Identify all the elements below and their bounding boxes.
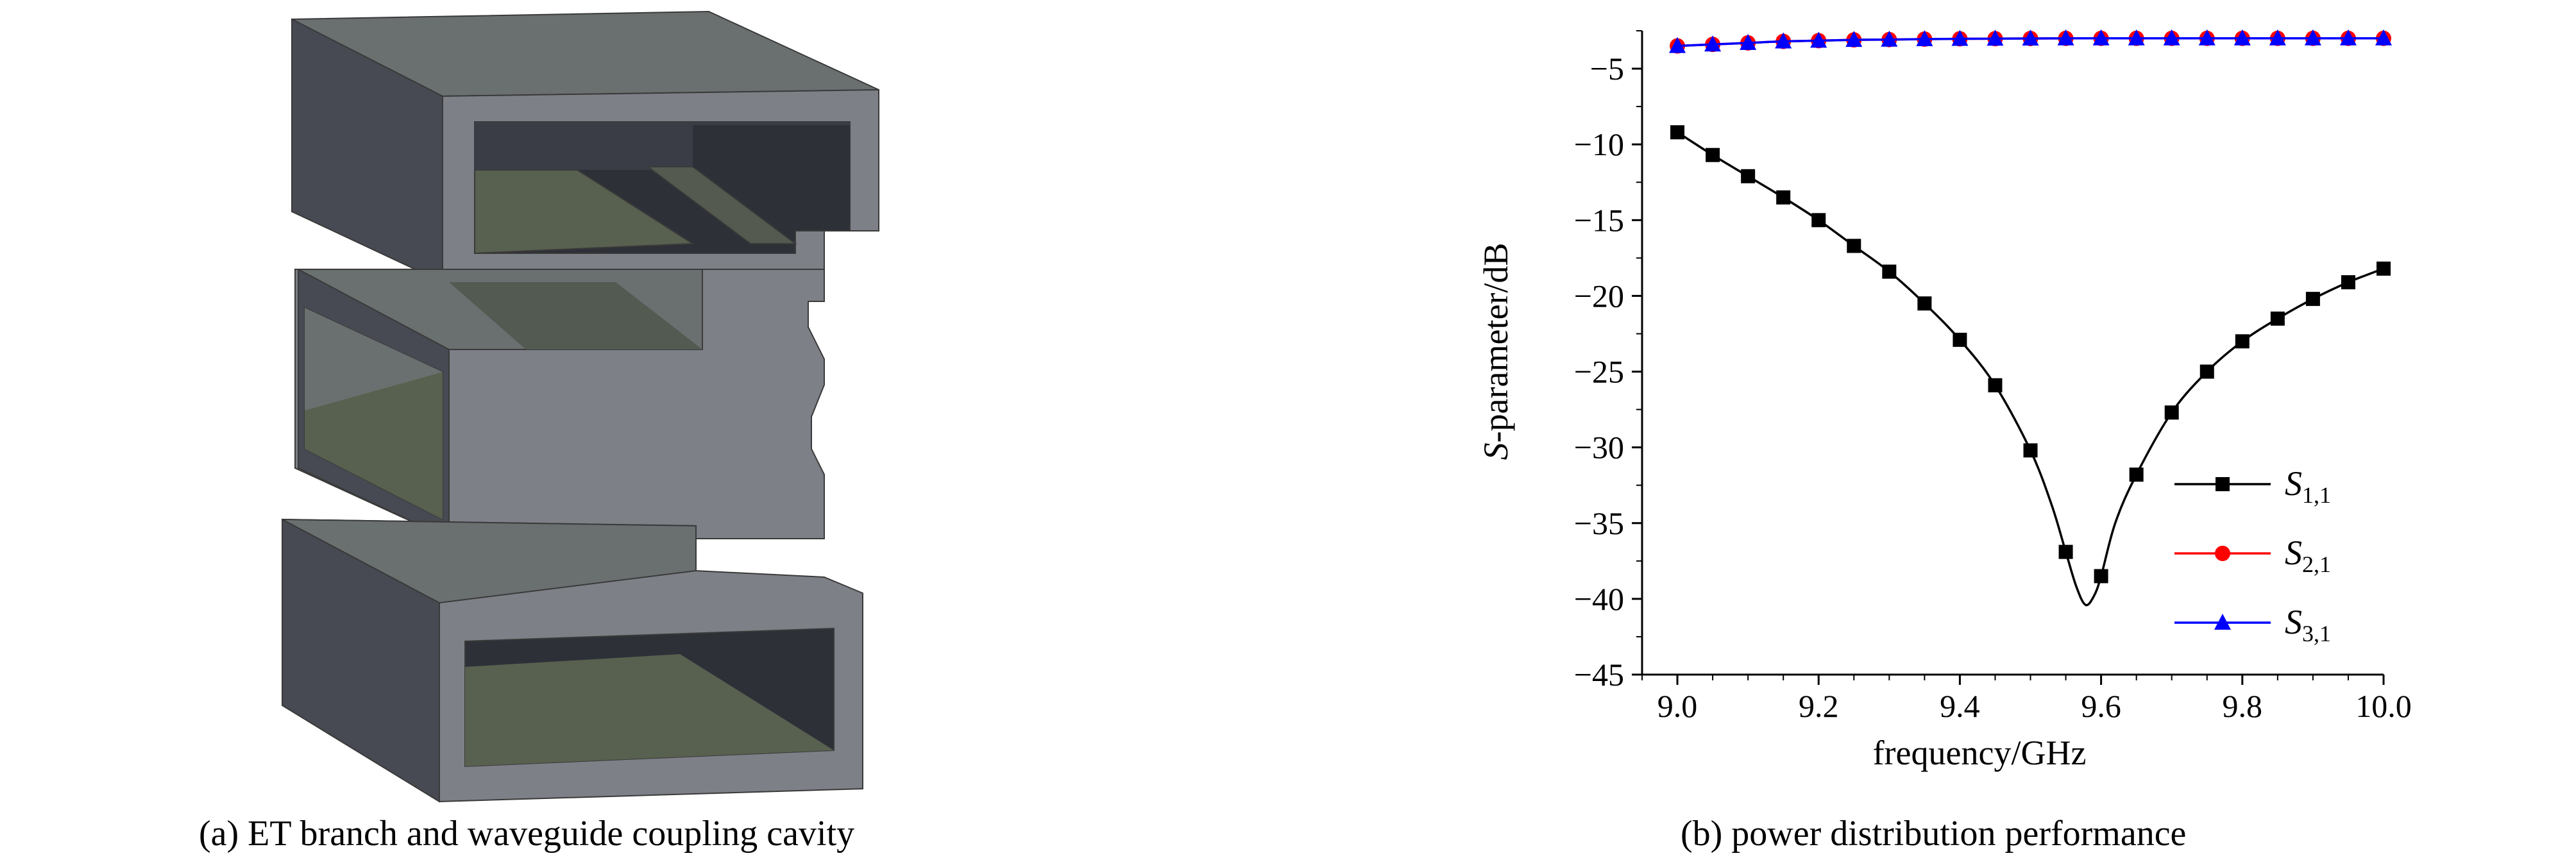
y-axis-label-italic: S	[1477, 442, 1515, 460]
data-point	[2339, 29, 2357, 46]
data-point	[1882, 264, 1897, 279]
y-axis-label: S-parameter/dB	[1477, 243, 1515, 460]
data-point	[1811, 213, 1826, 228]
data-point	[1741, 169, 1756, 183]
panel-b-caption: (b) power distribution performance	[1681, 814, 2187, 854]
data-point	[1776, 190, 1791, 205]
data-point	[2269, 29, 2286, 46]
y-tick-label: −5	[1590, 51, 1624, 87]
data-point	[1847, 239, 1861, 253]
data-point	[2022, 29, 2039, 46]
top-waveguide-block	[291, 10, 879, 283]
data-point	[1953, 332, 1967, 347]
middle-waveguide-block	[294, 269, 825, 540]
y-tick-label: −25	[1574, 354, 1624, 390]
series-1-1	[1670, 125, 2391, 607]
data-point	[2377, 261, 2391, 276]
x-axis-label: frequency/GHz	[1873, 734, 2087, 772]
legend-label: S3,1	[2285, 603, 2331, 646]
data-point	[2163, 29, 2180, 46]
y-tick-label: −30	[1574, 430, 1624, 466]
x-tick-label: 9.6	[2081, 688, 2121, 724]
data-point	[1704, 35, 1722, 52]
x-tick-label: 9.2	[1799, 688, 1839, 724]
data-point	[1670, 125, 1685, 140]
data-point	[1669, 37, 1686, 53]
bottom-waveguide-block	[282, 518, 863, 803]
legend-marker	[2214, 614, 2231, 630]
x-tick-label: 9.8	[2223, 688, 2263, 724]
y-axis-label-rest: -parameter/dB	[1477, 243, 1515, 443]
data-point	[2057, 29, 2074, 46]
legend-entry: S1,1	[2174, 464, 2331, 508]
data-point	[1706, 147, 1720, 162]
chart-series	[1669, 29, 2392, 607]
legend-marker	[2215, 546, 2230, 561]
data-point	[2128, 29, 2145, 46]
data-point	[2233, 29, 2251, 46]
y-tick-label: −10	[1574, 126, 1624, 162]
chart-axes: 9.0 9.2 9.4 9.6 9.8 10.0 −5 −10 −15 −20 −25 −30 −35 −…	[1574, 30, 2412, 724]
chart-legend: S1,1 S2,1 S3,1	[2174, 464, 2331, 646]
data-point	[2341, 275, 2355, 290]
legend-label: S1,1	[2285, 464, 2331, 508]
y-tick-label: −35	[1574, 505, 1624, 541]
y-tick-label: −45	[1574, 657, 1624, 693]
series-3-1	[1669, 29, 2392, 53]
data-point	[1845, 31, 1863, 47]
data-point	[2129, 467, 2144, 482]
data-point	[2235, 334, 2250, 349]
data-point	[1951, 29, 1969, 46]
data-point	[1988, 378, 2003, 392]
data-point	[2305, 292, 2320, 307]
data-point	[2198, 29, 2216, 46]
data-point	[2270, 311, 2285, 326]
x-tick-label: 10.0	[2355, 688, 2412, 724]
data-point	[1881, 30, 1898, 47]
y-tick-label: −15	[1574, 202, 1624, 238]
data-point	[2304, 29, 2321, 46]
data-point	[2199, 364, 2214, 379]
data-point	[1775, 32, 1792, 49]
panel-a-caption: (a) ET branch and waveguide coupling cav…	[199, 814, 855, 854]
x-tick-label: 9.0	[1657, 688, 1698, 724]
data-point	[2164, 405, 2179, 420]
data-point	[1987, 29, 2004, 46]
data-point	[1740, 33, 1757, 50]
legend-entry: S2,1	[2174, 534, 2331, 577]
data-point	[2094, 569, 2108, 584]
y-tick-label: −40	[1574, 581, 1624, 617]
x-tick-label: 9.4	[1940, 688, 1980, 724]
data-point	[2375, 29, 2392, 46]
data-point	[2058, 544, 2073, 559]
legend-marker	[2216, 477, 2230, 491]
y-tick-label: −20	[1574, 278, 1624, 314]
data-point	[1810, 31, 1827, 48]
data-point	[1917, 296, 1932, 311]
legend-entry: S3,1	[2174, 603, 2331, 646]
data-point	[1916, 29, 1933, 46]
data-point	[2092, 29, 2110, 46]
legend-label: S2,1	[2285, 534, 2331, 577]
data-point	[2023, 443, 2038, 458]
